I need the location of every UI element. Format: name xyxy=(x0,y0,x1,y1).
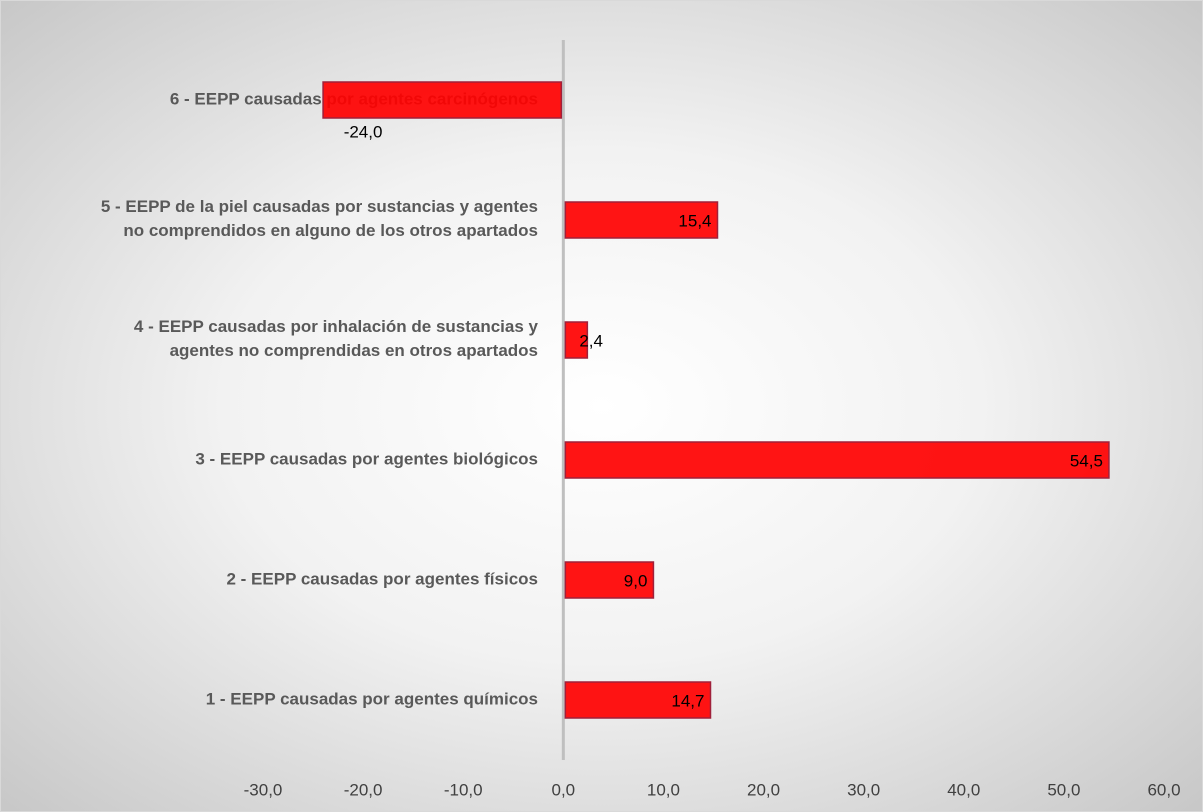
bar xyxy=(564,321,589,359)
category-label: 3 - EEPP causadas por agentes biológicos xyxy=(195,449,538,468)
bar xyxy=(564,681,712,719)
x-tick-label: 0,0 xyxy=(552,780,576,799)
x-tick-label: 30,0 xyxy=(847,780,880,799)
x-tick-label: 50,0 xyxy=(1047,780,1080,799)
bar xyxy=(564,441,1110,479)
x-tick-label: -20,0 xyxy=(344,780,383,799)
value-label: -24,0 xyxy=(344,122,383,141)
x-tick-label: 10,0 xyxy=(647,780,680,799)
value-label: 54,5 xyxy=(1070,451,1103,470)
bar xyxy=(564,201,719,239)
x-tick-label: 20,0 xyxy=(747,780,780,799)
value-label: 15,4 xyxy=(678,211,711,230)
value-label: 9,0 xyxy=(624,571,648,590)
bar xyxy=(564,561,655,599)
x-tick-label: 40,0 xyxy=(947,780,980,799)
category-label: 4 - EEPP causadas por inhalación de sust… xyxy=(134,317,539,360)
x-tick-label: 60,0 xyxy=(1147,780,1180,799)
x-tick-label: -10,0 xyxy=(444,780,483,799)
value-label: 14,7 xyxy=(671,691,704,710)
x-tick-label: -30,0 xyxy=(244,780,283,799)
bar xyxy=(322,81,563,119)
category-label: 2 - EEPP causadas por agentes físicos xyxy=(227,569,539,588)
category-label: 5 - EEPP de la piel causadas por sustanc… xyxy=(101,197,538,240)
category-label: 1 - EEPP causadas por agentes químicos xyxy=(206,689,538,708)
value-label: 2,4 xyxy=(579,331,603,350)
